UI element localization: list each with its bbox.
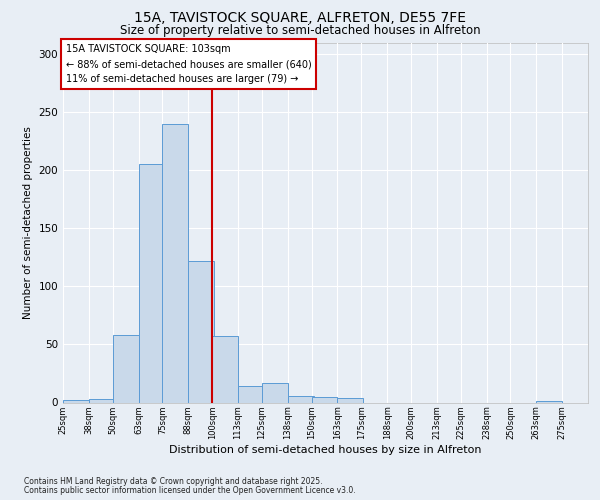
Bar: [89, 399, 115, 402]
Text: 15A, TAVISTOCK SQUARE, ALFRETON, DE55 7FE: 15A, TAVISTOCK SQUARE, ALFRETON, DE55 7F…: [134, 11, 466, 25]
Bar: [113, 335, 139, 402]
Bar: [63, 400, 89, 402]
Text: 15A TAVISTOCK SQUARE: 103sqm
← 88% of semi-detached houses are smaller (640)
11%: 15A TAVISTOCK SQUARE: 103sqm ← 88% of se…: [65, 44, 311, 84]
Bar: [337, 398, 363, 402]
Bar: [311, 396, 337, 402]
Text: Contains public sector information licensed under the Open Government Licence v3: Contains public sector information licen…: [24, 486, 356, 495]
Bar: [163, 124, 188, 402]
Bar: [288, 396, 314, 402]
Y-axis label: Number of semi-detached properties: Number of semi-detached properties: [23, 126, 33, 319]
Text: Size of property relative to semi-detached houses in Alfreton: Size of property relative to semi-detach…: [119, 24, 481, 37]
Bar: [139, 164, 164, 402]
Bar: [238, 386, 264, 402]
Bar: [212, 336, 238, 402]
Bar: [262, 383, 288, 402]
Bar: [188, 261, 214, 402]
Text: Contains HM Land Registry data © Crown copyright and database right 2025.: Contains HM Land Registry data © Crown c…: [24, 477, 323, 486]
X-axis label: Distribution of semi-detached houses by size in Alfreton: Distribution of semi-detached houses by …: [169, 444, 482, 454]
